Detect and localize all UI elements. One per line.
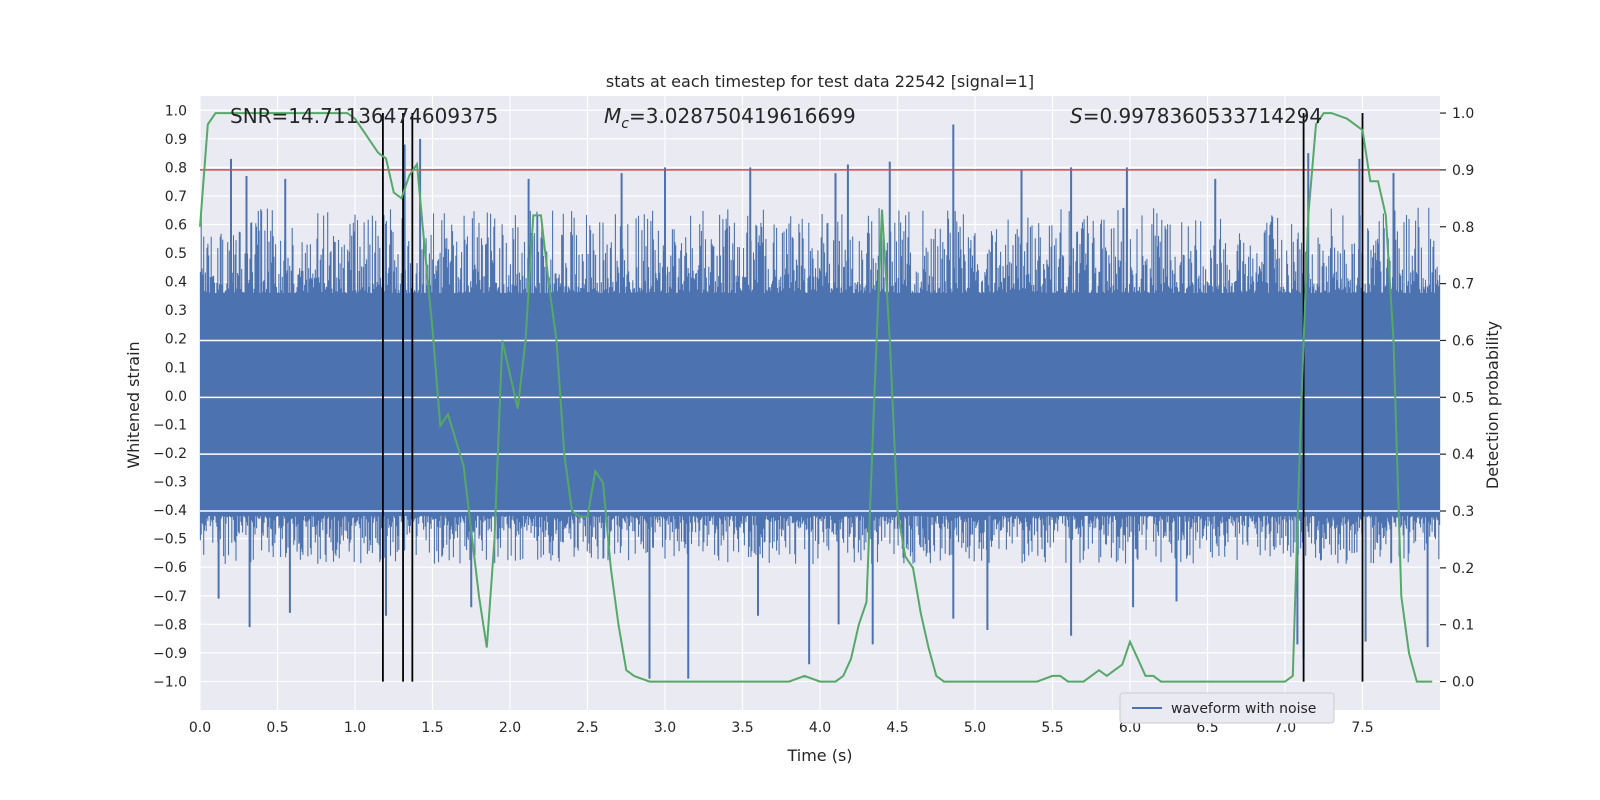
legend: waveform with noise: [1119, 692, 1335, 724]
y-tick-label: 0.2: [165, 332, 187, 348]
x-tick-label: 7.0: [1274, 720, 1296, 736]
x-tick-label: 1.0: [344, 720, 366, 736]
x-tick-label: 7.5: [1351, 720, 1373, 736]
y2-tick-label: 0.3: [1452, 504, 1474, 520]
x-tick-label: 6.0: [1119, 720, 1141, 736]
y-tick-label: −0.7: [153, 589, 187, 605]
x-axis-ticks: 0.0 0.5 1.0 1.5 2.0 2.5 3.0 3.5 4.0 4.5 5.0 5.5 6.0 6…: [189, 720, 1374, 736]
y-tick-label: −1.0: [153, 674, 187, 690]
x-tick-label: 1.5: [421, 720, 443, 736]
x-tick-label: 3.5: [731, 720, 753, 736]
y2-axis-label: Detection probability: [1483, 321, 1502, 489]
x-tick-label: 3.0: [654, 720, 676, 736]
y-tick-label: −0.5: [153, 532, 187, 548]
y2-tick-label: 0.2: [1452, 561, 1474, 577]
y-tick-label: 0.9: [165, 132, 187, 148]
waveform-noise: [199, 124, 1441, 679]
y-tick-label: −0.4: [153, 503, 187, 519]
y-tick-label: 0.5: [165, 246, 187, 262]
y2-axis-ticks: 0.0 0.1 0.2 0.3 0.4 0.5 0.6 0.7 0.8 0.9 1.0: [1440, 106, 1474, 691]
y-tick-label: 0.3: [165, 303, 187, 319]
x-tick-label: 0.0: [189, 720, 211, 736]
snr-annotation: SNR=14.71136474609375: [230, 104, 498, 128]
y2-tick-label: 0.0: [1452, 675, 1474, 691]
x-tick-label: 6.5: [1196, 720, 1218, 736]
y-tick-label: −0.1: [153, 417, 187, 433]
legend-box: [1119, 692, 1335, 724]
y-tick-label: 0.6: [165, 218, 187, 234]
y-axis-ticks: −1.0 −0.9 −0.8 −0.7 −0.6 −0.5 −0.4 −0.3 −0.2 −0.1…: [153, 103, 187, 690]
y-axis-label: Whitened strain: [124, 341, 143, 468]
vertical-markers: [381, 113, 1364, 682]
chirp-mass-annotation: Mc=3.028750419616699: [604, 104, 856, 132]
y2-tick-label: 1.0: [1452, 106, 1474, 122]
probability-line: [199, 112, 1433, 683]
y-tick-label: −0.2: [153, 446, 187, 462]
y-tick-label: 0.8: [165, 160, 187, 176]
x-tick-label: 2.5: [576, 720, 598, 736]
y-tick-label: −0.3: [153, 475, 187, 491]
y2-tick-label: 0.4: [1452, 447, 1474, 463]
y-tick-label: 0.7: [165, 189, 187, 205]
y-tick-label: 0.1: [165, 360, 187, 376]
y2-tick-label: 0.8: [1452, 220, 1474, 236]
x-tick-label: 4.5: [886, 720, 908, 736]
y-tick-label: −0.6: [153, 560, 187, 576]
x-tick-label: 5.5: [1041, 720, 1063, 736]
y2-tick-label: 0.7: [1452, 277, 1474, 293]
x-tick-label: 4.0: [809, 720, 831, 736]
chart-title: stats at each timestep for test data 225…: [606, 72, 1034, 91]
x-tick-label: 0.5: [266, 720, 288, 736]
y2-tick-label: 0.9: [1452, 163, 1474, 179]
y-tick-label: −0.8: [153, 617, 187, 633]
y2-tick-label: 0.5: [1452, 390, 1474, 406]
y-tick-label: 0.4: [165, 275, 187, 291]
y-tick-label: 1.0: [165, 103, 187, 119]
legend-entry-waveform: waveform with noise: [1171, 701, 1316, 717]
s-annotation: S=0.9978360533714294: [1070, 104, 1322, 128]
y2-tick-label: 0.1: [1452, 618, 1474, 634]
detection-probability-line: [199, 112, 1433, 683]
x-tick-label: 5.0: [964, 720, 986, 736]
x-axis-label: Time (s): [786, 746, 852, 765]
y-tick-label: 0.0: [165, 389, 187, 405]
y-tick-label: −0.9: [153, 646, 187, 662]
grid-overlay: [200, 339, 1440, 512]
noise-segments: [199, 207, 1441, 564]
y2-tick-label: 0.6: [1452, 333, 1474, 349]
x-tick-label: 2.0: [499, 720, 521, 736]
